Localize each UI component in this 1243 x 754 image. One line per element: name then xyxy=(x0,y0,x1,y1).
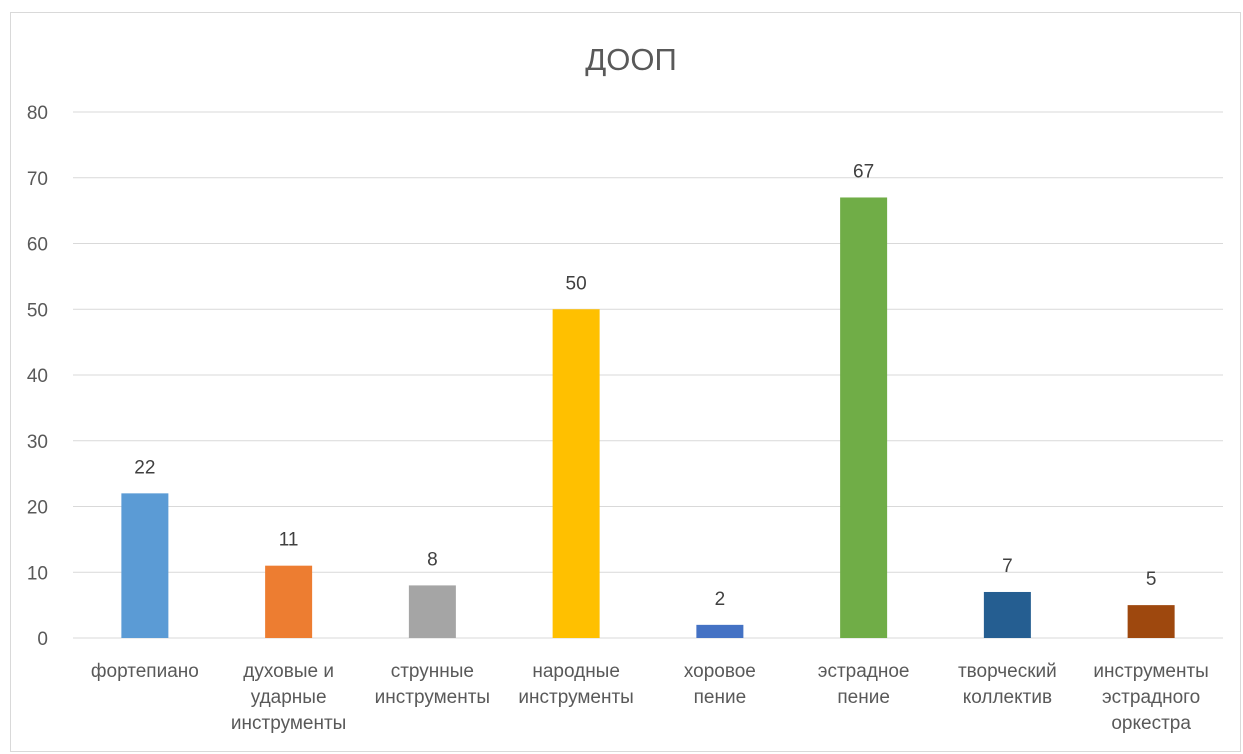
category-label-line: инструменты xyxy=(375,687,490,708)
category-label-line: пение xyxy=(694,687,747,708)
data-label: 7 xyxy=(1002,556,1013,577)
category-label-line: эстрадного xyxy=(1102,687,1200,708)
data-label: 50 xyxy=(566,273,587,294)
category-label-line: инструменты xyxy=(518,687,633,708)
bar xyxy=(840,197,888,638)
y-tick-label: 30 xyxy=(27,432,48,453)
y-tick-label: 70 xyxy=(27,169,48,190)
chart-frame xyxy=(10,12,1241,752)
category-label-line: творческий xyxy=(958,661,1057,682)
bar xyxy=(408,585,456,638)
data-labels: 22 11 8 50 2 67 7 5 xyxy=(134,161,1156,609)
y-tick-label: 0 xyxy=(37,629,48,650)
bar xyxy=(696,624,744,638)
y-tick-label: 50 xyxy=(27,300,48,321)
category-label: хоровое пение xyxy=(684,661,756,708)
category-label-line: коллектив xyxy=(963,687,1052,708)
data-label: 22 xyxy=(134,457,155,478)
category-label-line: инструменты xyxy=(1093,661,1208,682)
category-label-line: струнные xyxy=(391,661,474,682)
category-label: народные инструменты xyxy=(518,661,633,708)
data-label: 2 xyxy=(715,589,726,610)
bars xyxy=(121,197,1175,638)
x-axis: фортепиано духовые и ударные инструментыстр… xyxy=(91,661,1209,734)
category-label: эстрадное пение xyxy=(818,661,910,708)
y-tick-label: 20 xyxy=(27,498,48,519)
category-label-line: инструменты xyxy=(231,713,346,734)
bar xyxy=(265,565,313,638)
category-label-line: народные xyxy=(532,661,620,682)
y-tick-label: 40 xyxy=(27,366,48,387)
category-label: духовые и ударные инструменты xyxy=(231,661,346,734)
bar xyxy=(983,591,1031,638)
category-label: инструменты эстрадного оркестра xyxy=(1093,661,1208,734)
category-label: творческий коллектив xyxy=(958,661,1057,708)
category-label: струнные инструменты xyxy=(375,661,490,708)
category-label-line: пение xyxy=(837,687,890,708)
chart-title: ДООП xyxy=(585,42,677,77)
category-label-line: фортепиано xyxy=(91,661,199,682)
category-label-line: эстрадное xyxy=(818,661,910,682)
y-tick-label: 10 xyxy=(27,563,48,584)
category-label-line: духовые и xyxy=(243,661,334,682)
y-axis: 0 10 20 30 40 50 60 70 80 xyxy=(27,103,48,650)
category-label: фортепиано xyxy=(91,661,199,682)
gridlines xyxy=(73,111,1223,639)
y-tick-label: 80 xyxy=(27,103,48,124)
category-label-line: оркестра xyxy=(1111,713,1191,734)
bar xyxy=(552,309,600,638)
y-tick-label: 60 xyxy=(27,235,48,256)
data-label: 11 xyxy=(279,530,299,551)
category-label-line: ударные xyxy=(251,687,327,708)
bar xyxy=(121,493,169,638)
bar xyxy=(1127,605,1175,638)
category-label-line: хоровое xyxy=(684,661,756,682)
data-label: 67 xyxy=(853,161,874,182)
data-label: 5 xyxy=(1146,569,1157,590)
data-label: 8 xyxy=(427,549,438,570)
